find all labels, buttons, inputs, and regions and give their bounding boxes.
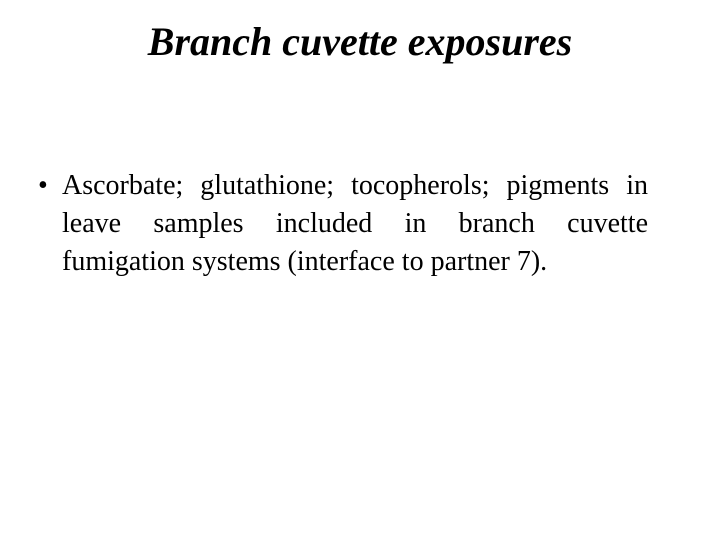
bullet-marker: • — [38, 167, 62, 205]
list-item: • Ascorbate; glutathione; tocopherols; p… — [38, 167, 648, 281]
slide-body: • Ascorbate; glutathione; tocopherols; p… — [38, 167, 648, 281]
bullet-text: Ascorbate; glutathione; tocopherols; pig… — [62, 167, 648, 281]
slide: Branch cuvette exposures • Ascorbate; gl… — [0, 0, 720, 540]
slide-title: Branch cuvette exposures — [0, 20, 720, 64]
